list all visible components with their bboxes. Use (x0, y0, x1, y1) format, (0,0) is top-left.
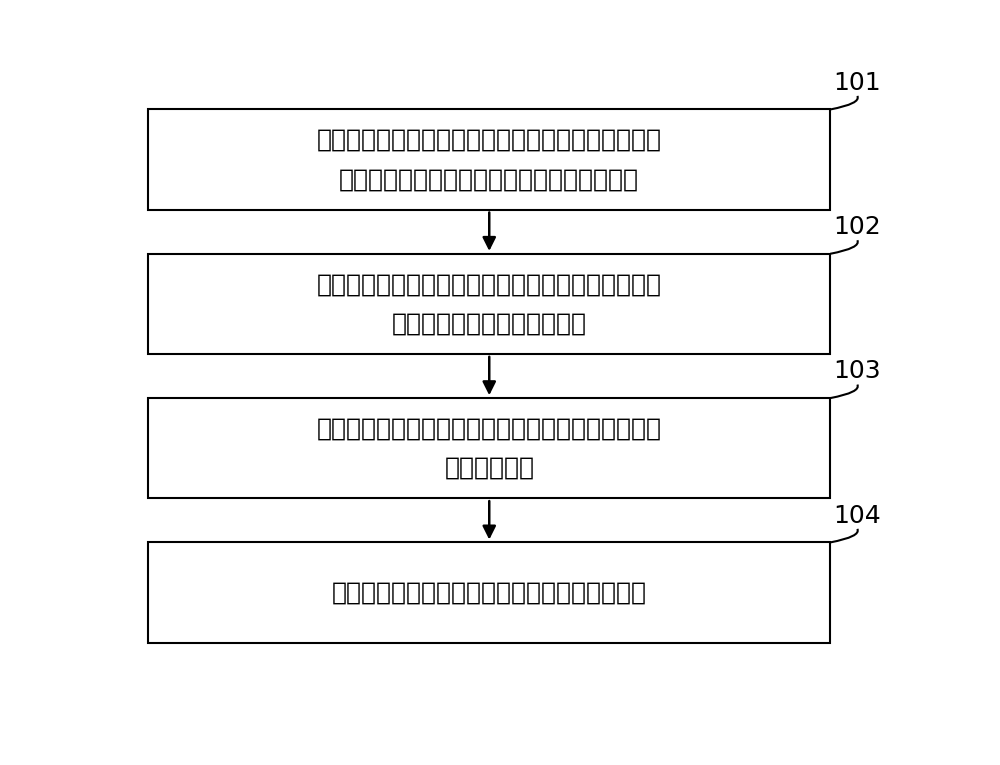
Text: 102: 102 (834, 215, 881, 239)
Text: 101: 101 (834, 70, 881, 95)
Text: 103: 103 (834, 360, 881, 383)
Bar (148, 109, 830, 210)
Text: 在指纹载体按压显示屏上的指纹识别区域过程中，控
制光学指纹模组对指纹载体进行连续曝光采图: 在指纹载体按压显示屏上的指纹识别区域过程中，控 制光学指纹模组对指纹载体进行连续… (317, 128, 662, 191)
Bar (148, 254, 830, 354)
Bar (148, 398, 830, 498)
Text: 104: 104 (834, 503, 881, 528)
Bar (148, 542, 830, 643)
Text: 在验证通过时，确定当前的指纹载体为真实手指: 在验证通过时，确定当前的指纹载体为真实手指 (332, 581, 647, 604)
Text: 基于连续曝光采图所得到的多张指纹载体图像，统计
指纹载体的形变过程特征数据: 基于连续曝光采图所得到的多张指纹载体图像，统计 指纹载体的形变过程特征数据 (317, 272, 662, 336)
Text: 将形变过程特征数据与预设的合法形变过程特征数据
进行比对验证: 将形变过程特征数据与预设的合法形变过程特征数据 进行比对验证 (317, 417, 662, 480)
